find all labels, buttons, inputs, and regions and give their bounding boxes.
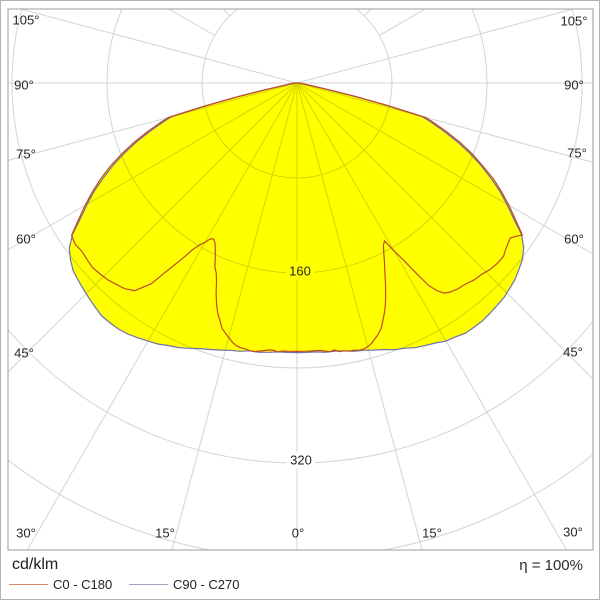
- angle-tick-label: 30°: [16, 525, 36, 540]
- c90-c270-line-swatch: [129, 583, 168, 585]
- c0-c180-label: C0 - C180: [53, 576, 113, 592]
- angle-tick-label: 30°: [563, 524, 583, 539]
- angle-tick-label: 45°: [563, 344, 583, 359]
- units-label: cd/klm: [12, 556, 59, 573]
- legend-item-c90-c270: C90 - C270: [129, 576, 239, 592]
- efficiency-label: η = 100%: [519, 557, 583, 574]
- legend-item-c0-c180: C0 - C180: [9, 576, 112, 592]
- angle-tick-label: 90°: [564, 77, 584, 92]
- angle-tick-label: 105°: [561, 13, 588, 28]
- angle-tick-label: 0°: [292, 525, 304, 540]
- radial-tick-label: 160: [289, 263, 311, 278]
- angle-tick-label: 15°: [422, 525, 442, 540]
- c0-c180-line-swatch: [9, 583, 48, 585]
- radial-tick-label: 320: [290, 452, 312, 467]
- angle-tick-label: 105°: [13, 12, 40, 27]
- angle-tick-label: 75°: [16, 146, 36, 161]
- angle-tick-label: 15°: [155, 525, 175, 540]
- curve-legend: C0 - C180 C90 - C270: [1, 576, 599, 596]
- angle-tick-label: 60°: [16, 231, 36, 246]
- angle-tick-label: 75°: [567, 145, 587, 160]
- angle-tick-label: 45°: [14, 345, 34, 360]
- angle-tick-label: 60°: [564, 231, 584, 246]
- angle-tick-label: 90°: [14, 77, 34, 92]
- c90-c270-label: C90 - C270: [173, 576, 240, 592]
